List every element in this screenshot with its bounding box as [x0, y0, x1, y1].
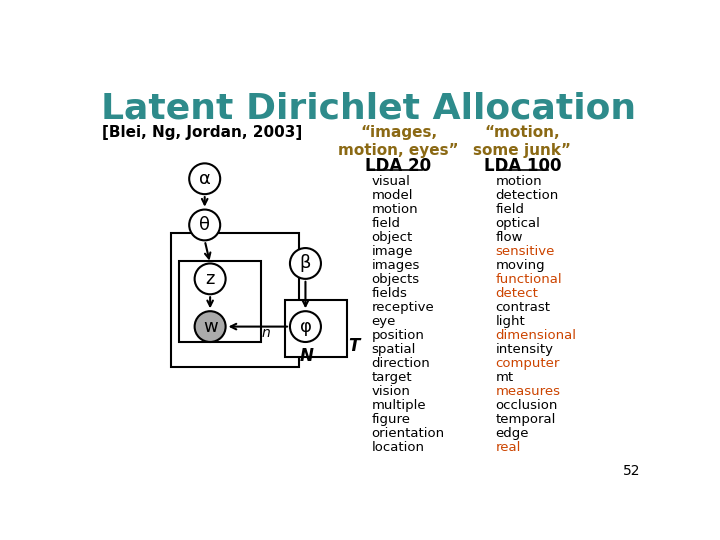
Text: [Blei, Ng, Jordan, 2003]: [Blei, Ng, Jordan, 2003]	[102, 125, 302, 140]
Text: φ: φ	[300, 318, 311, 335]
Text: motion: motion	[495, 175, 542, 188]
Text: real: real	[495, 441, 521, 454]
Text: z: z	[205, 270, 215, 288]
Text: “images,
motion, eyes”: “images, motion, eyes”	[338, 125, 459, 158]
Text: object: object	[372, 231, 413, 244]
Text: location: location	[372, 441, 424, 454]
Text: Latent Dirichlet Allocation: Latent Dirichlet Allocation	[102, 92, 636, 126]
Circle shape	[194, 311, 225, 342]
Bar	[179, 261, 261, 342]
Text: occlusion: occlusion	[495, 399, 558, 412]
Text: flow: flow	[495, 231, 523, 244]
Text: LDA 20: LDA 20	[365, 157, 431, 175]
Text: θ: θ	[199, 216, 210, 234]
Text: image: image	[372, 245, 413, 258]
Text: optical: optical	[495, 217, 540, 230]
Text: receptive: receptive	[372, 301, 434, 314]
Text: vision: vision	[372, 385, 410, 398]
Text: β: β	[300, 254, 311, 273]
Text: T: T	[348, 337, 359, 355]
Text: n: n	[261, 326, 270, 340]
Text: multiple: multiple	[372, 399, 426, 412]
Text: temporal: temporal	[495, 413, 556, 426]
Text: position: position	[372, 329, 424, 342]
Text: field: field	[495, 203, 524, 216]
Text: w: w	[203, 318, 217, 335]
Text: sensitive: sensitive	[495, 245, 554, 258]
Bar	[285, 300, 347, 357]
Text: LDA 100: LDA 100	[484, 157, 561, 175]
Text: computer: computer	[495, 357, 559, 370]
Text: field: field	[372, 217, 400, 230]
Text: intensity: intensity	[495, 343, 554, 356]
Text: α: α	[199, 170, 211, 188]
Text: target: target	[372, 371, 412, 384]
Text: 52: 52	[623, 464, 640, 478]
Text: eye: eye	[372, 315, 396, 328]
Text: functional: functional	[495, 273, 562, 286]
Text: model: model	[372, 189, 413, 202]
Circle shape	[290, 248, 321, 279]
Circle shape	[194, 264, 225, 294]
Text: light: light	[495, 315, 525, 328]
Text: figure: figure	[372, 413, 410, 426]
Text: direction: direction	[372, 357, 430, 370]
Text: N: N	[300, 347, 314, 365]
Text: orientation: orientation	[372, 427, 444, 440]
Text: images: images	[372, 259, 420, 272]
Bar	[171, 233, 300, 367]
Text: contrast: contrast	[495, 301, 550, 314]
Text: fields: fields	[372, 287, 408, 300]
Circle shape	[189, 164, 220, 194]
Text: objects: objects	[372, 273, 420, 286]
Text: moving: moving	[495, 259, 545, 272]
Circle shape	[290, 311, 321, 342]
Text: dimensional: dimensional	[495, 329, 576, 342]
Text: “motion,
some junk”: “motion, some junk”	[474, 125, 572, 158]
Text: measures: measures	[495, 385, 560, 398]
Text: visual: visual	[372, 175, 410, 188]
Circle shape	[189, 210, 220, 240]
Text: edge: edge	[495, 427, 528, 440]
Text: spatial: spatial	[372, 343, 415, 356]
Text: detection: detection	[495, 189, 559, 202]
Text: motion: motion	[372, 203, 418, 216]
Text: detect: detect	[495, 287, 539, 300]
Text: mt: mt	[495, 371, 513, 384]
